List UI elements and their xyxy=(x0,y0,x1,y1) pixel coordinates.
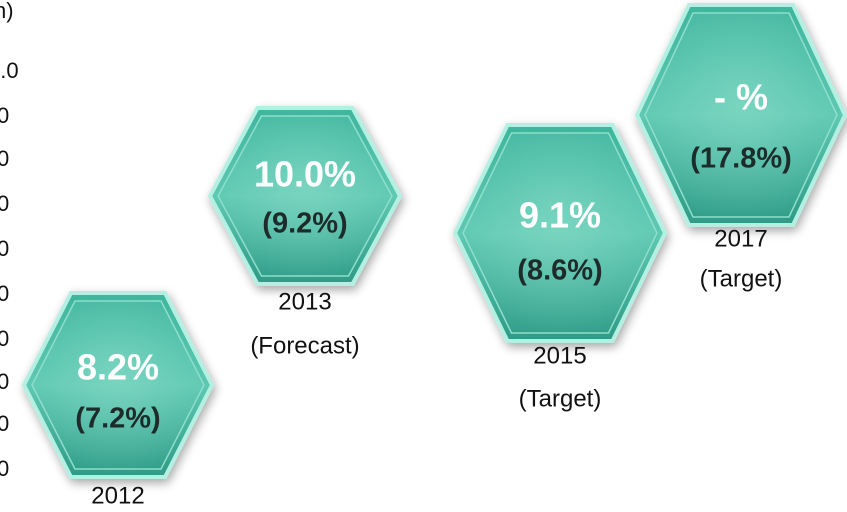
hexagon-subvalue: (17.8%) xyxy=(690,143,792,175)
hexagon-group: 9.1% (8.6%) xyxy=(452,123,668,343)
hexagon-glow xyxy=(217,115,393,277)
hexagon-value: 9.1% xyxy=(519,195,601,236)
hexagon-group: 10.0% (9.2%) xyxy=(207,106,403,286)
hexagon-label: 2017 xyxy=(714,225,767,252)
hexagon-subvalue: (9.2%) xyxy=(262,208,347,240)
axis-fragment: 0 xyxy=(0,281,9,306)
axis-fragment: n) xyxy=(0,0,14,23)
hexagon-label: (Target) xyxy=(519,385,602,412)
axis-fragment: 0 xyxy=(0,456,9,481)
hexagon-group: 8.2% (7.2%) xyxy=(21,291,215,479)
axis-fragment: 0 xyxy=(0,103,9,128)
axis-fragment: 0 xyxy=(0,146,9,171)
hexagon-glow xyxy=(31,300,205,470)
axis-fragment: 0 xyxy=(0,236,9,261)
hexagon-label: 2013 xyxy=(278,288,331,315)
axis-fragment: 0.0 xyxy=(0,58,19,83)
axis-fragment: 0 xyxy=(0,369,9,394)
hexagon-subvalue: (7.2%) xyxy=(75,403,160,435)
hexagon-label: (Forecast) xyxy=(250,332,359,359)
hexagon-group: - % (17.8%) xyxy=(634,3,847,227)
hexagon-label: 2015 xyxy=(533,342,586,369)
hexagon-glow xyxy=(644,12,838,218)
hexagon-glow xyxy=(462,132,658,334)
hexagon-value: - % xyxy=(714,77,768,118)
axis-fragment: 0 xyxy=(0,411,9,436)
hexagon-value: 10.0% xyxy=(254,154,356,195)
hexagon-label: 2012 xyxy=(91,482,144,509)
axis-fragment: 0 xyxy=(0,191,9,216)
hexagon-value: 8.2% xyxy=(77,347,159,388)
axis-fragment: 0 xyxy=(0,326,9,351)
hexagon-subvalue: (8.6%) xyxy=(517,255,602,287)
hexagon-label: (Target) xyxy=(700,265,783,292)
